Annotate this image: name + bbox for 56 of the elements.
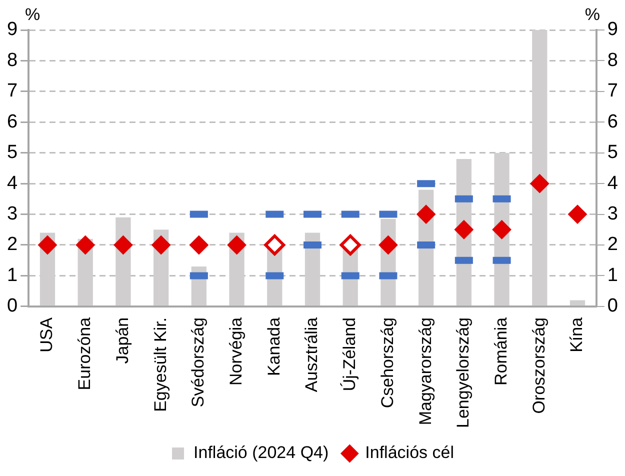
bar <box>304 232 320 306</box>
x-tick-label: Kína <box>567 316 586 352</box>
point <box>38 236 57 254</box>
point <box>76 236 95 254</box>
y2-tick-label: 1 <box>6 264 18 286</box>
point <box>530 174 550 194</box>
x-tick-label: Oroszország <box>529 317 548 414</box>
y-tick-label: 1 <box>607 264 618 286</box>
x-tick-label: Kanada <box>264 316 284 376</box>
x-tick-label: Norvégia <box>226 316 246 386</box>
y-tick-label: 9 <box>607 19 618 40</box>
legend-label: Inflációs cél <box>365 443 454 462</box>
point <box>416 204 436 224</box>
text: % <box>584 5 600 24</box>
y-tick-label: 7 <box>607 80 618 102</box>
y2-tick-label: 3 <box>6 204 18 225</box>
text: % <box>25 5 40 24</box>
point <box>152 236 171 254</box>
y-tick-label: 6 <box>607 111 618 132</box>
x-tick-label: Eurozóna <box>75 316 94 390</box>
y-tick-label: 8 <box>607 50 618 71</box>
y2-tick-label: 9 <box>6 19 18 40</box>
x-tick-label: Svédország <box>188 317 208 408</box>
y2-tick-label: 0 <box>6 296 18 317</box>
y-tick-label: 0 <box>607 296 618 317</box>
x-tick-label: Lengyelország <box>454 317 473 428</box>
y2-tick-label: 8 <box>6 50 18 71</box>
point <box>378 236 398 254</box>
y2-tick-label: 4 <box>6 172 18 194</box>
point <box>189 236 208 254</box>
x-tick-label: Csehország <box>378 317 397 408</box>
y-tick-label: 2 <box>607 234 618 256</box>
legend-label: Infláció (2024 Q4) <box>194 443 329 462</box>
point <box>264 234 286 256</box>
y-tick-label: 3 <box>607 204 618 225</box>
x-tick-label: Egyesült Kir. <box>150 317 170 412</box>
y2-tick-label: 2 <box>6 234 18 256</box>
point <box>492 220 512 240</box>
x-tick-label: Új-Zéland <box>340 317 360 392</box>
y2-tick-label: 7 <box>6 80 18 102</box>
point <box>568 204 588 224</box>
point <box>454 220 474 240</box>
y2-tick-label: 5 <box>6 142 18 164</box>
bar <box>570 300 586 306</box>
point <box>340 234 361 256</box>
point <box>114 236 133 254</box>
point <box>227 236 246 254</box>
y2-tick-label: 6 <box>6 111 18 132</box>
x-tick-label: Románia <box>491 316 510 386</box>
x-tick-label: Japán <box>112 317 132 364</box>
y-tick-label: 5 <box>607 142 618 164</box>
x-tick-label: Ausztrália <box>302 316 322 392</box>
x-tick-label: USA <box>37 316 56 352</box>
x-tick-label: Magyarország <box>416 317 435 426</box>
bar <box>532 30 548 306</box>
y-tick-label: 4 <box>607 172 618 194</box>
